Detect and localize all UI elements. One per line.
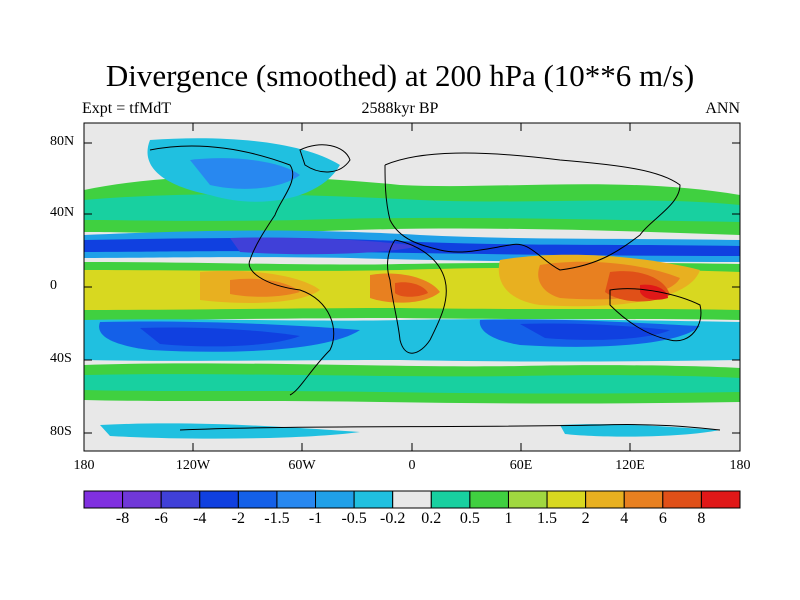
colorbar-label: 0.5 <box>459 510 480 527</box>
colorbar-label: 1 <box>504 510 513 527</box>
colorbar-swatch <box>700 490 741 509</box>
colorbar-label: -2 <box>231 510 245 527</box>
axis-ticks <box>83 123 741 451</box>
colorbar-label: -0.5 <box>341 510 367 527</box>
colorbar-swatch <box>469 490 509 509</box>
season-label: ANN <box>705 100 740 117</box>
colorbar-swatch <box>160 490 201 509</box>
colorbar-label: -4 <box>193 510 207 527</box>
lon-tick-label: 0 <box>408 458 416 473</box>
colorbar-label: 6 <box>658 510 667 527</box>
colorbar-label: 8 <box>697 510 706 527</box>
colorbar-label: -0.2 <box>380 510 406 527</box>
lat-tick-label: 80N <box>50 134 75 149</box>
colorbar-swatch <box>276 490 317 509</box>
lon-tick-label: 180 <box>73 458 95 473</box>
colorbar-swatch <box>585 490 625 509</box>
time-label: 2588kyr BP <box>361 100 439 117</box>
lon-tick-label: 120E <box>615 458 645 473</box>
colorbar-label: -1 <box>308 510 323 527</box>
colorbar-swatch <box>315 490 355 509</box>
divergence-field <box>84 123 740 451</box>
lon-tick-label: 120W <box>175 458 211 473</box>
colorbar <box>83 490 741 509</box>
lon-tick-label: 60E <box>509 458 533 473</box>
lat-tick-label: 40N <box>50 205 75 220</box>
colorbar-swatch <box>237 490 278 509</box>
colorbar-label: 0.2 <box>421 510 442 527</box>
colorbar-swatch <box>392 490 432 509</box>
colorbar-swatch <box>430 490 471 509</box>
colorbar-swatch <box>662 490 702 509</box>
colorbar-label: 1.5 <box>537 510 558 527</box>
colorbar-label: -6 <box>154 510 168 527</box>
colorbar-label: -8 <box>115 510 130 527</box>
colorbar-swatch <box>546 490 587 509</box>
lat-tick-label: 0 <box>50 278 57 293</box>
colorbar-swatch <box>122 490 162 509</box>
colorbar-swatch <box>507 490 548 509</box>
colorbar-swatch <box>199 490 239 509</box>
colorbar-swatch <box>623 490 664 509</box>
colorbar-swatch <box>353 490 394 509</box>
colorbar-label: 4 <box>620 510 629 527</box>
lon-tick-label: 60W <box>288 458 316 473</box>
colorbar-label: -1.5 <box>264 510 290 527</box>
lat-tick-label: 40S <box>50 351 72 366</box>
map-title: Divergence (smoothed) at 200 hPa (10**6 … <box>105 58 695 93</box>
colorbar-swatch <box>83 490 124 509</box>
colorbar-label: 2 <box>581 510 590 527</box>
lat-tick-label: 80S <box>50 424 72 439</box>
lon-tick-label: 180 <box>729 458 751 473</box>
experiment-label: Expt = tfMdT <box>82 100 172 117</box>
